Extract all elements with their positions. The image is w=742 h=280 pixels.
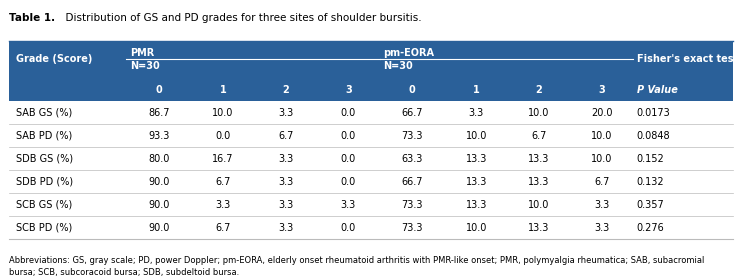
Text: 10.0: 10.0 bbox=[591, 131, 612, 141]
Text: 3.3: 3.3 bbox=[594, 223, 609, 233]
Text: 3.3: 3.3 bbox=[215, 200, 231, 210]
Bar bbox=[9, 216, 733, 239]
Text: 3.3: 3.3 bbox=[278, 154, 293, 164]
Text: 3.3: 3.3 bbox=[341, 200, 356, 210]
Text: 3.3: 3.3 bbox=[278, 108, 293, 118]
Text: 86.7: 86.7 bbox=[148, 108, 170, 118]
Text: 90.0: 90.0 bbox=[148, 200, 170, 210]
Text: 3.3: 3.3 bbox=[278, 200, 293, 210]
Text: 13.3: 13.3 bbox=[466, 154, 487, 164]
Text: 0.357: 0.357 bbox=[637, 200, 664, 210]
Text: 73.3: 73.3 bbox=[401, 223, 423, 233]
Text: 10.0: 10.0 bbox=[528, 200, 550, 210]
Text: 73.3: 73.3 bbox=[401, 200, 423, 210]
Bar bbox=[9, 78, 733, 101]
Text: 1: 1 bbox=[220, 85, 226, 95]
Text: Fisher's exact test: Fisher's exact test bbox=[637, 54, 738, 64]
Text: 1: 1 bbox=[473, 85, 479, 95]
Text: 3: 3 bbox=[598, 85, 605, 95]
Text: SDB GS (%): SDB GS (%) bbox=[16, 154, 73, 164]
Text: 13.3: 13.3 bbox=[466, 177, 487, 187]
Text: 6.7: 6.7 bbox=[594, 177, 609, 187]
Text: 0: 0 bbox=[409, 85, 416, 95]
Text: 6.7: 6.7 bbox=[215, 177, 231, 187]
Bar bbox=[9, 171, 733, 193]
Text: 16.7: 16.7 bbox=[212, 154, 234, 164]
Text: 80.0: 80.0 bbox=[148, 154, 170, 164]
Text: 0.276: 0.276 bbox=[637, 223, 664, 233]
Text: SCB PD (%): SCB PD (%) bbox=[16, 223, 72, 233]
Text: 2: 2 bbox=[282, 85, 289, 95]
Text: 10.0: 10.0 bbox=[591, 154, 612, 164]
Text: 0.132: 0.132 bbox=[637, 177, 664, 187]
Text: SAB PD (%): SAB PD (%) bbox=[16, 131, 72, 141]
Text: 6.7: 6.7 bbox=[531, 131, 547, 141]
Text: 10.0: 10.0 bbox=[212, 108, 234, 118]
Text: 0.0: 0.0 bbox=[341, 131, 356, 141]
Text: N=30: N=30 bbox=[130, 61, 160, 71]
Text: 0.0: 0.0 bbox=[341, 108, 356, 118]
Text: 90.0: 90.0 bbox=[148, 177, 170, 187]
Text: 73.3: 73.3 bbox=[401, 131, 423, 141]
Bar bbox=[9, 41, 733, 78]
Bar bbox=[9, 124, 733, 147]
Text: pm-EORA: pm-EORA bbox=[384, 48, 434, 58]
Text: SDB PD (%): SDB PD (%) bbox=[16, 177, 73, 187]
Text: Table 1.: Table 1. bbox=[9, 13, 55, 23]
Text: 0: 0 bbox=[156, 85, 162, 95]
Text: 3.3: 3.3 bbox=[278, 223, 293, 233]
Text: Distribution of GS and PD grades for three sites of shoulder bursitis.: Distribution of GS and PD grades for thr… bbox=[59, 13, 422, 23]
Text: Grade (Score): Grade (Score) bbox=[16, 54, 92, 64]
Text: SCB GS (%): SCB GS (%) bbox=[16, 200, 72, 210]
Text: 93.3: 93.3 bbox=[148, 131, 170, 141]
Text: PMR: PMR bbox=[130, 48, 154, 58]
Text: 13.3: 13.3 bbox=[528, 223, 550, 233]
Text: 0.152: 0.152 bbox=[637, 154, 664, 164]
Bar bbox=[9, 101, 733, 124]
Text: 6.7: 6.7 bbox=[215, 223, 231, 233]
Text: 3.3: 3.3 bbox=[594, 200, 609, 210]
Text: 2: 2 bbox=[536, 85, 542, 95]
Text: 13.3: 13.3 bbox=[528, 177, 550, 187]
Text: 0.0: 0.0 bbox=[215, 131, 231, 141]
Text: 0.0: 0.0 bbox=[341, 223, 356, 233]
Text: 0.0: 0.0 bbox=[341, 154, 356, 164]
Text: 3.3: 3.3 bbox=[278, 177, 293, 187]
Text: 13.3: 13.3 bbox=[528, 154, 550, 164]
Text: 0.0: 0.0 bbox=[341, 177, 356, 187]
Text: 10.0: 10.0 bbox=[528, 108, 550, 118]
Text: 6.7: 6.7 bbox=[278, 131, 293, 141]
Text: Abbreviations: GS, gray scale; PD, power Doppler; pm-EORA, elderly onset rheumat: Abbreviations: GS, gray scale; PD, power… bbox=[9, 256, 704, 277]
Text: SAB GS (%): SAB GS (%) bbox=[16, 108, 72, 118]
Text: 3: 3 bbox=[345, 85, 352, 95]
Text: 3.3: 3.3 bbox=[469, 108, 484, 118]
Text: N=30: N=30 bbox=[384, 61, 413, 71]
Text: 0.0848: 0.0848 bbox=[637, 131, 670, 141]
Text: 13.3: 13.3 bbox=[466, 200, 487, 210]
Bar bbox=[9, 193, 733, 216]
Text: 66.7: 66.7 bbox=[401, 108, 423, 118]
Text: 66.7: 66.7 bbox=[401, 177, 423, 187]
Text: P Value: P Value bbox=[637, 85, 677, 95]
Text: 90.0: 90.0 bbox=[148, 223, 170, 233]
Text: 10.0: 10.0 bbox=[466, 223, 487, 233]
Text: 0.0173: 0.0173 bbox=[637, 108, 671, 118]
Text: 20.0: 20.0 bbox=[591, 108, 612, 118]
Text: 10.0: 10.0 bbox=[466, 131, 487, 141]
Bar bbox=[9, 147, 733, 171]
Text: 63.3: 63.3 bbox=[401, 154, 423, 164]
